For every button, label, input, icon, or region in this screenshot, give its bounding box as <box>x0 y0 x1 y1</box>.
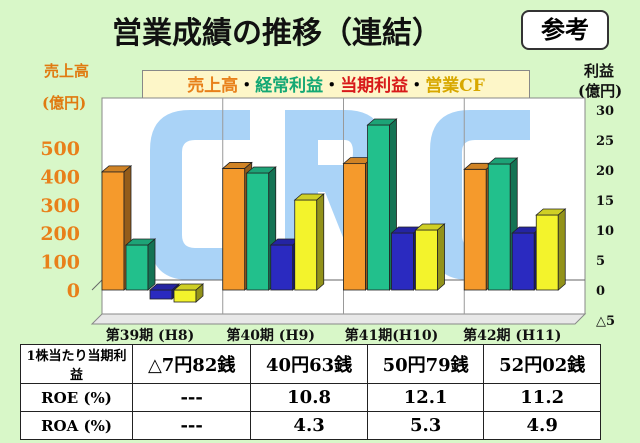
left-tick-label: 500 <box>40 138 80 160</box>
left-tick-label: 100 <box>40 252 80 274</box>
bar <box>415 229 438 291</box>
financial-indicators-table: 1株当たり当期利益 △7円82銭 40円63銭 50円79銭 52円02銭 RO… <box>20 344 601 440</box>
bar-side <box>316 193 325 291</box>
table-cell: 5.3 <box>366 411 485 440</box>
category-label: 第39期 (H8) <box>106 327 195 344</box>
bar <box>222 168 246 291</box>
table-cell: 4.3 <box>250 411 368 440</box>
table-row: ROA (%) --- 4.3 5.3 4.9 <box>20 411 601 440</box>
table-row: ROE (%) --- 10.8 12.1 11.2 <box>20 383 601 412</box>
category-label: 第42期 (H11) <box>463 327 561 344</box>
bar-side <box>437 223 445 291</box>
legend-ordinary: 経常利益 <box>255 76 324 96</box>
right-axis-unit: (億円) <box>578 82 623 100</box>
table-cell: 4.9 <box>483 411 601 440</box>
right-tick-label: 30 <box>596 104 614 119</box>
table-cell: 52円02銭 <box>483 344 601 384</box>
bar <box>270 244 294 291</box>
row-label: ROA (%) <box>20 411 133 440</box>
right-tick-label: 0 <box>596 284 605 299</box>
bar <box>294 199 318 291</box>
table-cell: --- <box>131 383 252 412</box>
zero-line <box>91 279 103 291</box>
right-tick-label: 25 <box>596 134 614 149</box>
bar <box>343 163 366 291</box>
bar <box>246 172 270 291</box>
bar <box>101 171 125 291</box>
page-title: 営業成績の推移（連結） <box>112 16 442 51</box>
right-tick-label: 15 <box>596 194 614 209</box>
bar-side <box>147 238 156 291</box>
table-cell: 10.8 <box>250 383 368 412</box>
bar <box>391 232 414 291</box>
left-axis-label: 売上高 <box>44 62 90 80</box>
bar-side <box>557 208 566 291</box>
legend-separator: ・ <box>238 76 256 96</box>
right-tick-label: 20 <box>596 164 614 179</box>
row-label: ROE (%) <box>20 383 133 412</box>
plot-floor <box>90 313 587 325</box>
legend: 売上高・経常利益・当期利益・営業CF <box>142 70 530 102</box>
left-tick-label: 0 <box>67 280 80 302</box>
logo-watermark <box>430 110 530 280</box>
bar <box>487 163 511 291</box>
legend-separator: ・ <box>323 76 341 96</box>
right-tick-label: 5 <box>596 254 605 269</box>
left-tick-label: 200 <box>40 223 80 245</box>
bar <box>463 168 487 291</box>
bar <box>125 244 149 291</box>
left-tick-label: 400 <box>40 166 80 188</box>
table-cell: --- <box>131 411 252 440</box>
legend-sales: 売上高 <box>187 76 239 96</box>
bar <box>367 124 390 291</box>
legend-net: 当期利益 <box>340 76 409 96</box>
right-tick-label: 10 <box>596 224 614 239</box>
category-label: 第41期(H10) <box>345 327 438 344</box>
reference-badge: 参考 <box>521 10 609 50</box>
legend-cf: 営業CF <box>425 76 485 96</box>
table-row: 1株当たり当期利益 △7円82銭 40円63銭 50円79銭 52円02銭 <box>20 344 601 384</box>
table-cell: 11.2 <box>483 383 601 412</box>
left-axis-unit: (億円) <box>42 94 87 112</box>
bar <box>173 289 197 303</box>
table-cell: 12.1 <box>366 383 485 412</box>
row-label: 1株当たり当期利益 <box>20 344 133 384</box>
logo-watermark <box>150 110 250 280</box>
bar <box>149 289 173 300</box>
category-label: 第40期 (H9) <box>226 327 315 344</box>
table-cell: 40円63銭 <box>250 344 368 384</box>
right-tick-label: △5 <box>596 314 615 329</box>
left-tick-label: 300 <box>40 195 80 217</box>
table-cell: 50円79銭 <box>366 344 485 384</box>
right-axis-label: 利益 <box>584 62 615 80</box>
bar-side <box>195 283 204 303</box>
bar <box>511 232 535 291</box>
bar <box>535 214 559 291</box>
table-cell: △7円82銭 <box>131 344 252 384</box>
legend-separator: ・ <box>408 76 426 96</box>
